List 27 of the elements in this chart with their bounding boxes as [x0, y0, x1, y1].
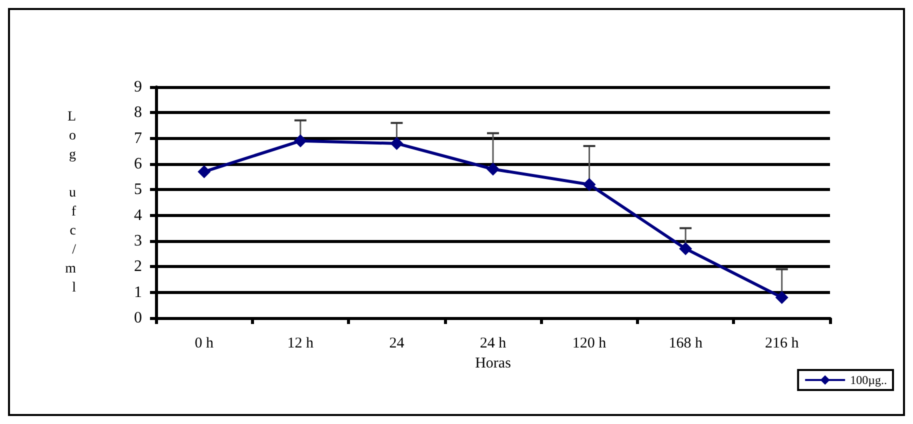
- y-tick-label: 9: [134, 78, 142, 96]
- point: [390, 136, 404, 150]
- point: [775, 290, 788, 304]
- x-tick-label: 168 h: [668, 336, 703, 352]
- x-axis-title: Horas: [475, 356, 512, 372]
- y-tick-label: 8: [134, 104, 142, 122]
- y-tick-label: 7: [134, 130, 142, 147]
- point: [294, 134, 307, 148]
- x-tick-label: 24 h: [480, 336, 507, 352]
- x-tick-label: 120 h: [572, 336, 607, 352]
- point: [486, 162, 500, 176]
- y-tick-label: 6: [134, 156, 142, 172]
- y-tick-label: 4: [134, 206, 142, 224]
- x-tick-label: 216 h: [764, 336, 800, 352]
- y-tick-label: 0: [134, 310, 142, 326]
- x-tick-label: 12 h: [287, 336, 314, 352]
- legend-label: 100µg..: [850, 373, 888, 387]
- text: Log ufc/ml: [65, 110, 76, 296]
- point: [198, 165, 211, 178]
- point: [679, 242, 692, 256]
- x-tick-label: 24: [389, 336, 405, 352]
- y-tick-label: 2: [134, 258, 142, 276]
- point: [582, 178, 596, 192]
- x-tick-label: 0 h: [194, 336, 214, 352]
- y-tick-label: 3: [134, 232, 142, 250]
- y-tick-label: 1: [134, 284, 142, 301]
- y-tick-label: 5: [134, 181, 142, 198]
